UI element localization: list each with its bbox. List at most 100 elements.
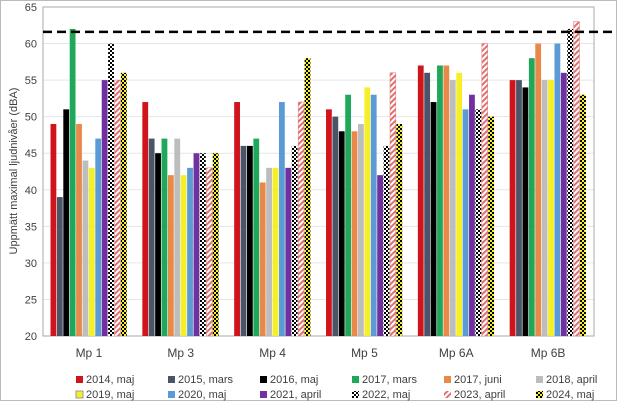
bar-mp6b-7	[554, 43, 561, 337]
bar-mp1-6	[88, 167, 95, 336]
legend-label: 2015, mars	[178, 374, 234, 386]
bar-mp5-10	[389, 72, 397, 337]
bar-mp6a-9	[475, 109, 482, 336]
bar-mp1-5	[82, 160, 89, 336]
legend-swatch	[168, 391, 175, 398]
bar-mp6a-11	[488, 116, 495, 337]
bar-mp1-0	[50, 123, 57, 336]
legend-swatch	[352, 376, 359, 383]
bar-mp5-9	[383, 145, 390, 336]
bar-mp1-9	[108, 43, 114, 337]
legend-swatch	[75, 390, 84, 399]
bar-mp6a-7	[462, 109, 469, 336]
bar-mp6b-1	[516, 80, 522, 336]
bar-mp6b-11	[580, 94, 586, 336]
x-tick-label: Mp 3	[167, 346, 194, 360]
plot-area	[42, 6, 595, 337]
bar-mp6b-8	[560, 72, 567, 337]
legend-label: 2017, juni	[454, 374, 502, 386]
legend-label: 2020, maj	[178, 389, 226, 401]
bar-mp1-4	[76, 123, 82, 336]
bar-mp1-11	[120, 72, 127, 337]
y-tick-label: 40	[25, 185, 37, 197]
bar-mp3-8	[193, 153, 200, 336]
bar-mp1-7	[95, 138, 102, 336]
legend-label: 2016, maj	[270, 374, 318, 386]
legend-label: 2017, mars	[362, 374, 418, 386]
bar-mp4-4	[259, 182, 266, 336]
y-tick-label: 45	[25, 148, 37, 160]
bar-mp5-2	[338, 131, 345, 336]
legend-label: 2019, maj	[86, 389, 134, 401]
y-tick-label: 50	[25, 112, 37, 124]
bar-mp3-11	[212, 153, 219, 336]
legend-swatch	[76, 376, 83, 383]
bar-mp3-3	[161, 138, 168, 336]
bar-mp6a-6	[456, 72, 463, 337]
bar-mp6b-6	[548, 80, 554, 336]
bar-mp1-2	[63, 109, 70, 336]
bar-mp5-1	[332, 116, 339, 337]
bar-mp6a-0	[417, 65, 424, 336]
bar-mp6a-4	[443, 65, 450, 336]
bar-mp4-6	[272, 167, 279, 336]
y-tick-label: 55	[25, 75, 37, 87]
bar-mp6a-5	[449, 80, 456, 336]
bar-mp3-10	[206, 167, 213, 337]
bar-mp1-10	[114, 79, 121, 337]
bar-mp4-11	[304, 58, 311, 337]
x-tick-label: Mp 1	[76, 346, 103, 360]
bar-mp4-2	[246, 145, 253, 336]
legend-label: 2018, april	[546, 374, 597, 386]
bar-mp5-7	[370, 94, 377, 336]
bar-mp5-8	[377, 175, 384, 336]
bar-mp1-1	[56, 197, 63, 336]
legend-swatch	[260, 391, 267, 398]
bar-mp6b-0	[509, 80, 516, 336]
bar-mp1-3	[69, 28, 76, 337]
bar-mp6a-10	[481, 43, 488, 337]
x-tick-label: Mp 5	[351, 346, 378, 360]
bar-mp3-0	[142, 102, 149, 337]
bar-mp5-6	[364, 87, 371, 336]
y-axis-label: Uppmätt maximal ljudnivåer (dBA)	[8, 88, 20, 255]
x-tick-label: Mp 4	[259, 346, 286, 360]
legend-label: 2023, april	[454, 389, 505, 401]
y-tick-label: 35	[25, 221, 37, 233]
bar-mp6b-4	[535, 43, 542, 337]
bar-mp3-4	[167, 175, 174, 336]
y-tick-label: 25	[25, 294, 37, 306]
bar-mp1-8	[101, 80, 108, 336]
legend-swatch	[444, 376, 451, 383]
y-tick-label: 65	[25, 2, 37, 14]
legend-label: 2014, maj	[86, 374, 134, 386]
bar-mp4-8	[285, 167, 292, 336]
y-tick-label: 30	[25, 258, 37, 270]
bar-mp4-0	[234, 102, 240, 337]
bar-mp5-3	[345, 94, 352, 336]
legend-swatch	[260, 376, 267, 383]
bar-mp5-5	[358, 123, 364, 336]
y-tick-label: 60	[25, 39, 37, 51]
bar-mp6b-9	[567, 28, 574, 337]
y-tick-label: 20	[25, 331, 37, 343]
legend-swatch	[536, 391, 543, 398]
bar-mp6a-8	[469, 94, 475, 336]
bar-mp4-10	[297, 101, 305, 337]
legend-swatch	[444, 391, 451, 398]
bar-mp6b-5	[541, 80, 548, 336]
bar-mp6b-2	[522, 87, 529, 336]
bar-mp4-3	[253, 138, 260, 336]
legend-swatch	[352, 391, 359, 398]
bar-mp3-2	[155, 153, 161, 336]
legend-label: 2022, maj	[362, 389, 410, 401]
x-tick-label: Mp 6B	[531, 346, 566, 360]
bar-mp6b-3	[528, 58, 535, 337]
bar-mp4-9	[291, 145, 298, 336]
bar-mp5-4	[351, 131, 358, 336]
bar-mp3-1	[148, 138, 155, 336]
bar-mp3-5	[174, 138, 181, 336]
bar-mp4-5	[266, 167, 272, 336]
